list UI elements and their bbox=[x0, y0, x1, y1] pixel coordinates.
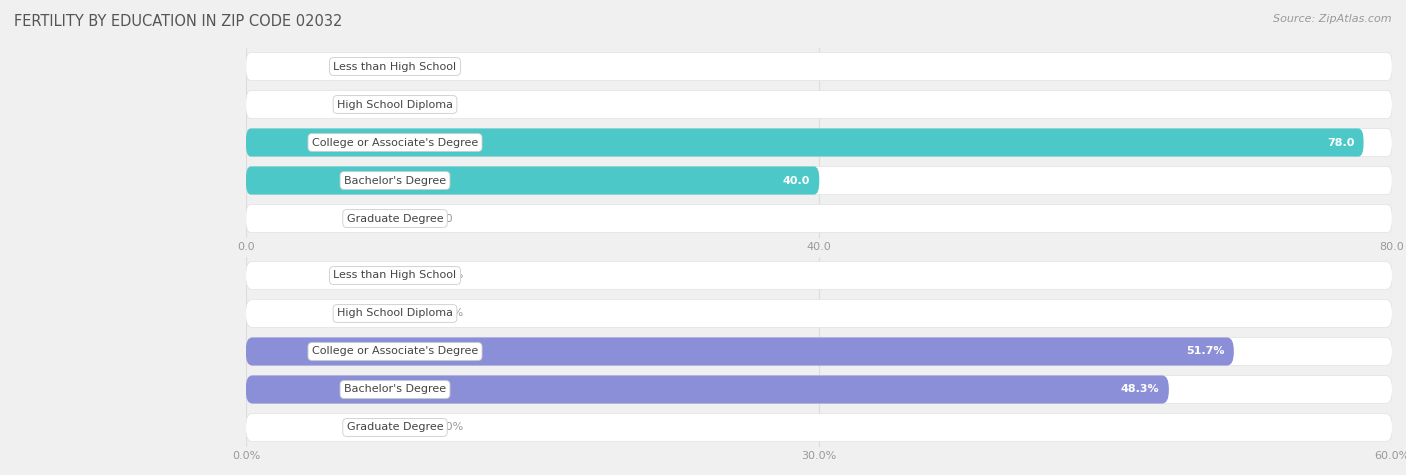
FancyBboxPatch shape bbox=[246, 166, 1392, 195]
FancyBboxPatch shape bbox=[246, 204, 1392, 233]
Text: 0.0%: 0.0% bbox=[434, 308, 464, 319]
Text: 0.0: 0.0 bbox=[434, 99, 453, 110]
Text: Graduate Degree: Graduate Degree bbox=[347, 213, 443, 224]
FancyBboxPatch shape bbox=[246, 337, 1392, 366]
FancyBboxPatch shape bbox=[246, 337, 1234, 366]
Text: Graduate Degree: Graduate Degree bbox=[347, 422, 443, 433]
Text: College or Associate's Degree: College or Associate's Degree bbox=[312, 137, 478, 148]
Text: FERTILITY BY EDUCATION IN ZIP CODE 02032: FERTILITY BY EDUCATION IN ZIP CODE 02032 bbox=[14, 14, 343, 29]
Text: 0.0: 0.0 bbox=[434, 61, 453, 72]
Text: 51.7%: 51.7% bbox=[1185, 346, 1225, 357]
FancyBboxPatch shape bbox=[246, 375, 1392, 404]
Text: High School Diploma: High School Diploma bbox=[337, 99, 453, 110]
FancyBboxPatch shape bbox=[246, 413, 1392, 442]
Text: Bachelor's Degree: Bachelor's Degree bbox=[344, 175, 446, 186]
FancyBboxPatch shape bbox=[246, 375, 1168, 404]
Text: College or Associate's Degree: College or Associate's Degree bbox=[312, 346, 478, 357]
Text: Bachelor's Degree: Bachelor's Degree bbox=[344, 384, 446, 395]
Text: Less than High School: Less than High School bbox=[333, 270, 457, 281]
Text: Source: ZipAtlas.com: Source: ZipAtlas.com bbox=[1274, 14, 1392, 24]
Text: 78.0: 78.0 bbox=[1327, 137, 1354, 148]
Text: Less than High School: Less than High School bbox=[333, 61, 457, 72]
FancyBboxPatch shape bbox=[246, 166, 820, 195]
Text: 40.0: 40.0 bbox=[783, 175, 810, 186]
FancyBboxPatch shape bbox=[246, 128, 1392, 157]
FancyBboxPatch shape bbox=[246, 128, 1364, 157]
Text: 0.0: 0.0 bbox=[434, 213, 453, 224]
Text: High School Diploma: High School Diploma bbox=[337, 308, 453, 319]
FancyBboxPatch shape bbox=[246, 299, 1392, 328]
FancyBboxPatch shape bbox=[246, 261, 1392, 290]
Text: 0.0%: 0.0% bbox=[434, 270, 464, 281]
FancyBboxPatch shape bbox=[246, 90, 1392, 119]
Text: 0.0%: 0.0% bbox=[434, 422, 464, 433]
FancyBboxPatch shape bbox=[246, 52, 1392, 81]
Text: 48.3%: 48.3% bbox=[1121, 384, 1160, 395]
